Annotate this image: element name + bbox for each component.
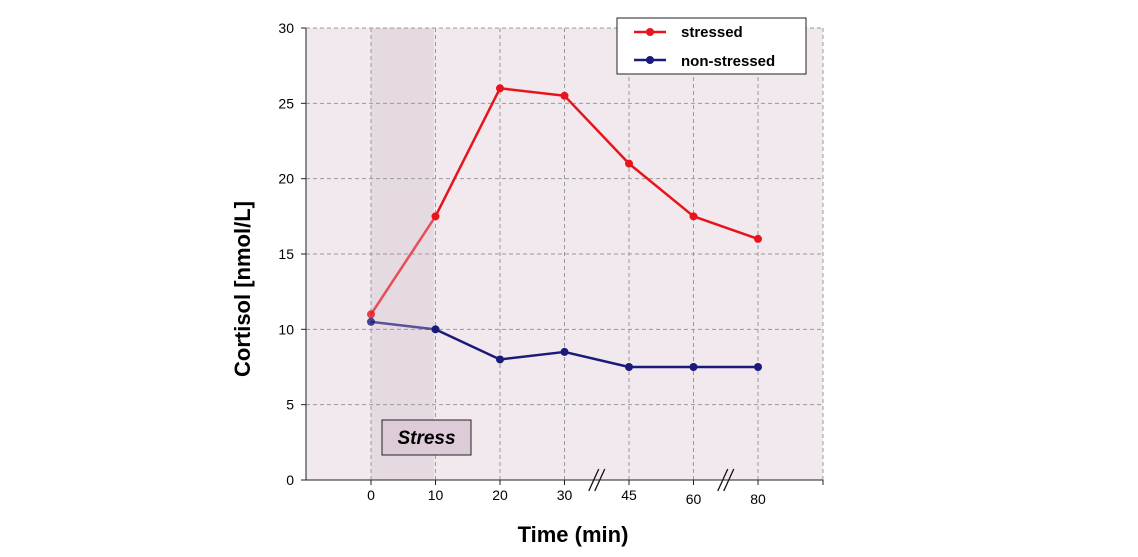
- data-point-stressed: [689, 212, 698, 221]
- x-tick-label: 60: [686, 491, 702, 507]
- x-tick-labels: 0 10 20 30 45 60 80: [367, 487, 766, 507]
- series-non-stressed: [367, 317, 762, 371]
- x-tick-label: 0: [367, 487, 375, 503]
- x-tick-label: 10: [428, 487, 444, 503]
- series-segment-non-stressed: [499, 350, 565, 361]
- axis-break-mark: [594, 468, 606, 492]
- x-tick-label: 45: [621, 487, 637, 503]
- y-tick-label: 25: [278, 95, 294, 111]
- series-segment-stressed: [693, 215, 759, 241]
- series-segment-stressed: [628, 162, 695, 218]
- legend-stressed-label: stressed: [681, 24, 743, 41]
- series-segment-non-stressed: [564, 350, 630, 369]
- y-axis-title: Cortisol [nmol/L]: [230, 201, 255, 377]
- data-series: [367, 84, 762, 371]
- axis-break-mark: [588, 468, 600, 492]
- legend-non-stressed-label: non-stressed: [681, 53, 775, 70]
- data-point-non-stressed: [367, 317, 375, 326]
- data-point-non-stressed: [754, 363, 762, 371]
- data-point-non-stressed: [689, 363, 698, 371]
- legend: stressed non-stressed: [616, 17, 807, 75]
- data-point-non-stressed: [560, 347, 569, 356]
- legend-stressed-marker: [646, 28, 654, 36]
- y-tick-labels: 0 5 10 15 20 25 30: [278, 20, 294, 488]
- series-segment-stressed: [434, 87, 502, 217]
- y-tick-label: 20: [278, 171, 294, 187]
- series-stressed: [367, 84, 762, 319]
- x-tick-label: 80: [750, 491, 766, 507]
- stress-label: Stress: [397, 428, 455, 449]
- data-point-stressed: [625, 159, 633, 168]
- stress-shaded-region: [371, 28, 434, 480]
- x-tick-label: 20: [492, 487, 508, 503]
- series-segment-stressed: [499, 87, 565, 98]
- data-point-non-stressed: [625, 363, 633, 371]
- series-segment-non-stressed: [370, 320, 436, 331]
- series-segment-stressed: [563, 94, 630, 165]
- data-point-stressed: [560, 91, 569, 100]
- data-point-stressed: [431, 212, 440, 221]
- x-tick-label: 30: [557, 487, 573, 503]
- axis-break-mark: [717, 468, 729, 492]
- y-tick-label: 10: [278, 321, 294, 337]
- axis-breaks: [588, 468, 735, 492]
- x-axis-title: Time (min): [518, 522, 629, 547]
- data-point-stressed: [367, 310, 375, 319]
- axis-break-mark: [723, 468, 735, 492]
- data-point-stressed: [496, 84, 504, 93]
- data-point-stressed: [754, 234, 762, 243]
- y-tick-label: 15: [278, 246, 294, 262]
- y-tick-label: 30: [278, 20, 294, 36]
- series-segment-non-stressed: [434, 328, 501, 361]
- y-tick-label: 0: [286, 472, 294, 488]
- data-point-non-stressed: [496, 355, 504, 364]
- stress-label-box: Stress: [381, 419, 472, 456]
- series-segment-stressed: [369, 215, 437, 315]
- legend-non-stressed-marker: [646, 56, 654, 64]
- y-tick-label: 5: [286, 397, 294, 413]
- data-point-non-stressed: [431, 325, 440, 334]
